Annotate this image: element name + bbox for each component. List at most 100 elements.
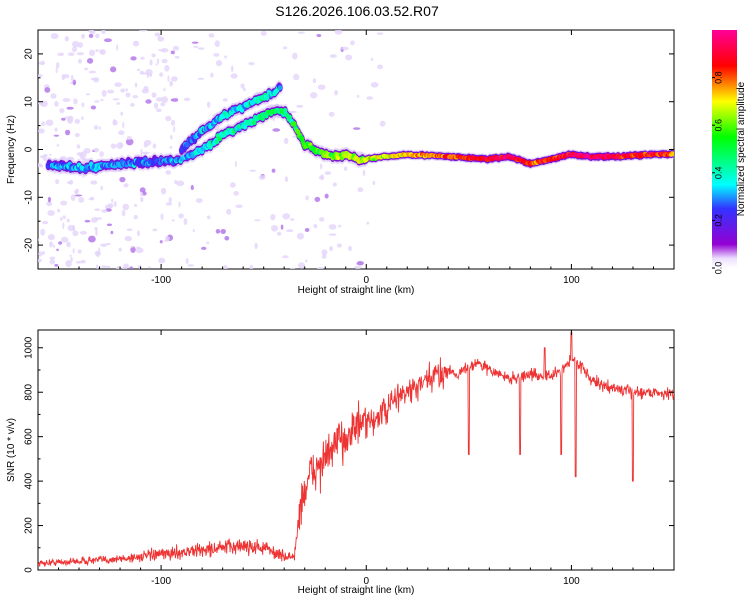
heatmap-noise-speck bbox=[151, 92, 157, 98]
heatmap-noise-speck bbox=[147, 266, 151, 269]
heatmap-noise-speck bbox=[66, 218, 70, 223]
heatmap-noise-speck bbox=[120, 88, 126, 93]
heatmap-noise-speck bbox=[350, 40, 355, 46]
heatmap-noise-speck bbox=[56, 248, 59, 252]
heatmap-noise-speck bbox=[70, 256, 73, 263]
heatmap-noise-speck bbox=[110, 230, 114, 235]
heatmap-noise-speck bbox=[321, 249, 328, 256]
x-tick-label: 100 bbox=[563, 275, 580, 286]
y-tick-label: 10 bbox=[24, 96, 35, 108]
heatmap-noise-speck bbox=[206, 241, 210, 245]
heatmap-noise-speck bbox=[276, 231, 282, 236]
heatmap-noise-speck bbox=[248, 61, 255, 66]
heatmap-noise-speck bbox=[178, 201, 181, 208]
heatmap-noise-speck bbox=[44, 87, 51, 93]
heatmap-noise-speck bbox=[39, 164, 44, 168]
heatmap-noise-speck bbox=[110, 143, 117, 149]
heatmap-noise-speck bbox=[172, 45, 180, 51]
heatmap-noise-speck bbox=[183, 218, 188, 225]
heatmap-noise-speck bbox=[121, 209, 126, 217]
heatmap-noise-speck bbox=[318, 175, 325, 180]
heatmap-noise-speck bbox=[312, 78, 317, 84]
heatmap-noise-speck bbox=[139, 187, 146, 193]
heatmap-noise-speck bbox=[95, 33, 100, 39]
heatmap-noise-speck bbox=[370, 57, 374, 62]
heatmap-noise-speck bbox=[57, 52, 65, 57]
heatmap-noise-speck bbox=[118, 130, 125, 136]
ridge-main-echo-trace bbox=[45, 103, 674, 177]
heatmap-noise-speck bbox=[58, 241, 63, 245]
heatmap-noise-speck bbox=[206, 215, 211, 220]
heatmap-noise-speck bbox=[341, 46, 349, 51]
heatmap-noise-speck bbox=[317, 84, 326, 90]
heatmap-noise-speck bbox=[296, 104, 304, 108]
heatmap-noise-speck bbox=[116, 142, 124, 149]
heatmap-noise-speck bbox=[235, 204, 243, 209]
heatmap-noise-speck bbox=[54, 127, 58, 132]
heatmap-noise-speck bbox=[100, 185, 104, 191]
heatmap-noise-speck bbox=[214, 40, 220, 48]
heatmap-noise-speck bbox=[101, 89, 107, 97]
heatmap-noise-speck bbox=[70, 74, 74, 82]
y-tick-label: 0 bbox=[24, 567, 35, 573]
heatmap-noise-speck bbox=[163, 87, 166, 92]
heatmap-noise-speck bbox=[50, 93, 57, 99]
heatmap-noise-speck bbox=[140, 56, 145, 60]
heatmap-noise-speck bbox=[149, 59, 153, 66]
heatmap-noise-speck bbox=[290, 267, 296, 269]
heatmap-noise-speck bbox=[187, 264, 195, 267]
spectrogram-frame bbox=[37, 29, 675, 270]
heatmap-noise-speck bbox=[324, 171, 332, 175]
heatmap-noise-speck bbox=[185, 258, 189, 264]
heatmap-noise-speck bbox=[80, 151, 87, 158]
colorbar-tick-label: 0.0 bbox=[713, 262, 723, 275]
heatmap-noise-speck bbox=[130, 102, 135, 107]
heatmap-noise-speck bbox=[249, 264, 254, 269]
heatmap-noise-speck bbox=[62, 98, 71, 102]
heatmap-noise-speck bbox=[49, 241, 53, 248]
heatmap-noise-speck bbox=[94, 100, 100, 103]
heatmap-noise-speck bbox=[72, 79, 77, 86]
heatmap-noise-speck bbox=[106, 223, 113, 226]
heatmap-noise-speck bbox=[297, 31, 305, 34]
heatmap-noise-speck bbox=[354, 265, 362, 269]
heatmap-noise-speck bbox=[167, 75, 170, 83]
heatmap-noise-speck bbox=[61, 117, 66, 121]
heatmap-noise-speck bbox=[165, 170, 172, 175]
heatmap-noise-speck bbox=[38, 238, 40, 241]
heatmap-noise-speck bbox=[282, 213, 291, 220]
heatmap-noise-speck bbox=[292, 52, 298, 60]
heatmap-noise-speck bbox=[90, 105, 97, 110]
heatmap-noise-speck bbox=[76, 52, 85, 56]
heatmap-noise-speck bbox=[116, 43, 119, 51]
heatmap-noise-speck bbox=[60, 200, 68, 206]
heatmap-noise-speck bbox=[88, 49, 96, 57]
heatmap-noise-speck bbox=[101, 30, 106, 35]
heatmap-noise-speck bbox=[160, 187, 167, 195]
heatmap-noise-speck bbox=[159, 240, 163, 244]
heatmap-noise-speck bbox=[74, 118, 80, 124]
heatmap-noise-speck bbox=[91, 217, 98, 223]
heatmap-noise-speck bbox=[183, 97, 191, 102]
heatmap-noise-speck bbox=[154, 102, 159, 109]
heatmap-noise-speck bbox=[53, 244, 56, 248]
heatmap-noise-speck bbox=[116, 102, 121, 106]
heatmap-noise-speck bbox=[100, 49, 106, 56]
heatmap-noise-speck bbox=[75, 188, 79, 194]
heatmap-noise-speck bbox=[42, 154, 48, 162]
heatmap-noise-speck bbox=[112, 119, 118, 126]
heatmap-noise-speck bbox=[99, 151, 104, 157]
heatmap-noise-speck bbox=[55, 66, 58, 74]
heatmap-noise-speck bbox=[67, 52, 75, 57]
heatmap-noise-speck bbox=[70, 194, 76, 201]
heatmap-noise-speck bbox=[130, 245, 134, 248]
heatmap-noise-speck bbox=[334, 89, 339, 96]
heatmap-noise-speck bbox=[220, 228, 226, 235]
heatmap-noise-speck bbox=[67, 115, 74, 122]
heatmap-noise-speck bbox=[283, 137, 289, 145]
y-tick-label: 600 bbox=[24, 428, 35, 445]
heatmap-noise-speck bbox=[305, 195, 309, 201]
